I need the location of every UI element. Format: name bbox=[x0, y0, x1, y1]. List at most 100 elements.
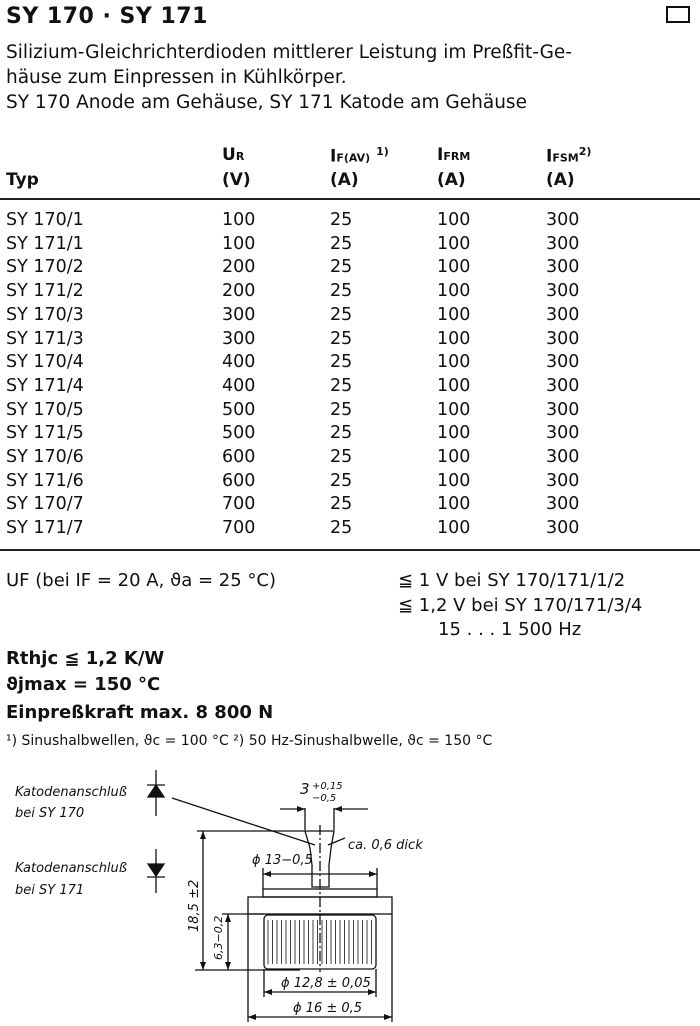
cell-ifav: 25 bbox=[330, 210, 353, 230]
cell-type: SY 171/1 bbox=[6, 233, 84, 254]
column-unit-ur: (V) bbox=[222, 170, 251, 190]
description-line: häuse zum Einpressen in Kühlkörper. bbox=[6, 67, 347, 88]
label-cathode-sy170: Katodenanschluß bbox=[15, 785, 127, 800]
dim-body-height: 6,3−0,2 bbox=[212, 916, 225, 960]
header-symbol: I bbox=[437, 145, 444, 165]
footnote-ref: 1) bbox=[376, 145, 389, 158]
column-header-typ: Typ bbox=[6, 170, 39, 190]
thermal-resistance: Rthjc ≦ 1,2 K/W bbox=[6, 648, 165, 669]
label-cathode-sy170: bei SY 170 bbox=[15, 806, 84, 821]
cell-ur: 200 bbox=[222, 281, 256, 302]
cell-ifrm: 100 bbox=[437, 470, 471, 491]
cell-ifav: 25 bbox=[330, 447, 353, 467]
cell-ifav: 25 bbox=[330, 470, 353, 491]
column-header-ur: UR bbox=[222, 145, 244, 165]
cell-ifav: 25 bbox=[330, 375, 353, 396]
cell-ifrm: 100 bbox=[437, 447, 471, 467]
label-cathode-sy171: bei SY 171 bbox=[15, 883, 84, 898]
table-row: SY 170/4 400 25 100 300 bbox=[0, 352, 700, 376]
cell-ur: 700 bbox=[222, 494, 256, 515]
table-row: SY 171/5 500 25 100 300 bbox=[0, 423, 700, 447]
header-subscript: FSM bbox=[552, 151, 579, 165]
cell-ifsm: 300 bbox=[546, 257, 580, 278]
description-line: Silizium-Gleichrichterdioden mittlerer L… bbox=[6, 42, 572, 63]
table-row: SY 170/7 700 25 100 300 bbox=[0, 494, 700, 518]
label-cathode-sy171: Katodenanschluß bbox=[15, 861, 127, 876]
diode-symbol-icon bbox=[146, 849, 166, 893]
header-symbol: U bbox=[222, 145, 236, 165]
diode-symbol-icon bbox=[146, 770, 166, 816]
cell-ifav: 25 bbox=[330, 328, 353, 349]
cell-type: SY 171/7 bbox=[6, 518, 84, 539]
table-divider bbox=[0, 198, 700, 200]
cell-ur: 300 bbox=[222, 304, 256, 325]
press-force: Einpreßkraft max. 8 800 N bbox=[6, 702, 274, 723]
cell-type: SY 170/5 bbox=[6, 399, 84, 420]
dim-height: 18,5 ±2 bbox=[187, 880, 202, 932]
column-unit-ifrm: (A) bbox=[437, 170, 466, 190]
dim-thickness: ca. 0,6 dick bbox=[348, 838, 423, 853]
cell-ur: 300 bbox=[222, 328, 256, 349]
cell-ifrm: 100 bbox=[437, 210, 471, 230]
box-marker-icon bbox=[666, 6, 690, 23]
cell-ifsm: 300 bbox=[546, 399, 580, 420]
cell-ifrm: 100 bbox=[437, 281, 471, 302]
table-row: SY 171/6 600 25 100 300 bbox=[0, 471, 700, 495]
cell-ifrm: 100 bbox=[437, 352, 471, 373]
cell-ur: 500 bbox=[222, 399, 256, 420]
cell-ifsm: 300 bbox=[546, 375, 580, 396]
cell-ifsm: 300 bbox=[546, 233, 580, 254]
header-symbol: I bbox=[546, 146, 553, 167]
cell-type: SY 170/3 bbox=[6, 304, 84, 325]
header-subscript: R bbox=[235, 150, 245, 163]
leader-line bbox=[171, 797, 316, 846]
cell-ifrm: 100 bbox=[437, 304, 471, 325]
column-unit-ifsm: (A) bbox=[546, 170, 575, 190]
dim-diameter-13: ϕ 13−0,5 bbox=[252, 853, 313, 868]
table-row: SY 170/3 300 25 100 300 bbox=[0, 305, 700, 329]
cell-ur: 400 bbox=[222, 352, 256, 373]
frequency-range: 15 . . . 1 500 Hz bbox=[438, 619, 582, 640]
cell-ifsm: 300 bbox=[546, 447, 580, 467]
cell-ifsm: 300 bbox=[546, 281, 580, 302]
cell-type: SY 171/5 bbox=[6, 423, 84, 444]
table-row: SY 170/6 600 25 100 300 bbox=[0, 447, 700, 471]
cell-ur: 100 bbox=[222, 210, 256, 230]
cell-ifrm: 100 bbox=[437, 257, 471, 278]
cell-ur: 600 bbox=[222, 470, 256, 491]
cell-ifsm: 300 bbox=[546, 518, 580, 539]
table-row: SY 170/1 100 25 100 300 bbox=[0, 210, 700, 234]
cell-ifsm: 300 bbox=[546, 423, 580, 444]
dim-diameter-12-8: ϕ 12,8 ± 0,05 bbox=[281, 976, 371, 991]
cell-type: SY 171/3 bbox=[6, 328, 84, 349]
cell-ifsm: 300 bbox=[546, 494, 580, 515]
cell-ifav: 25 bbox=[330, 281, 353, 302]
cell-type: SY 171/2 bbox=[6, 281, 84, 302]
cell-ur: 400 bbox=[222, 375, 256, 396]
table-row: SY 170/2 200 25 100 300 bbox=[0, 257, 700, 281]
column-header-ifsm: IFSM2) bbox=[546, 145, 591, 167]
description-line: SY 170 Anode am Gehäuse, SY 171 Katode a… bbox=[6, 92, 527, 113]
cell-type: SY 170/2 bbox=[6, 257, 84, 278]
cell-ifav: 25 bbox=[330, 399, 353, 420]
knurled-body bbox=[263, 914, 377, 970]
max-junction-temp: ϑjmax = 150 °C bbox=[6, 674, 161, 695]
dim-width-tol: +0,15 bbox=[312, 781, 343, 792]
package-drawing: Katodenanschluß bei SY 170 Katodenanschl… bbox=[15, 770, 423, 1022]
cell-type: SY 171/4 bbox=[6, 375, 84, 396]
cell-type: SY 170/4 bbox=[6, 352, 84, 373]
footnotes: ¹) Sinushalbwellen, ϑc = 100 °C ²) 50 Hz… bbox=[6, 733, 493, 749]
cell-ifsm: 300 bbox=[546, 210, 580, 230]
cell-ifrm: 100 bbox=[437, 328, 471, 349]
cell-ifsm: 300 bbox=[546, 352, 580, 373]
cell-ifrm: 100 bbox=[437, 423, 471, 444]
cell-ur: 700 bbox=[222, 518, 256, 539]
terminal-tab bbox=[304, 830, 335, 888]
cell-ur: 200 bbox=[222, 257, 256, 278]
cell-ifrm: 100 bbox=[437, 233, 471, 254]
header-symbol: I bbox=[330, 146, 337, 167]
uf-condition: UF (bei IF = 20 A, ϑa = 25 °C) bbox=[6, 570, 276, 591]
cell-ifav: 25 bbox=[330, 233, 353, 254]
cell-ifsm: 300 bbox=[546, 304, 580, 325]
cell-ifav: 25 bbox=[330, 352, 353, 373]
